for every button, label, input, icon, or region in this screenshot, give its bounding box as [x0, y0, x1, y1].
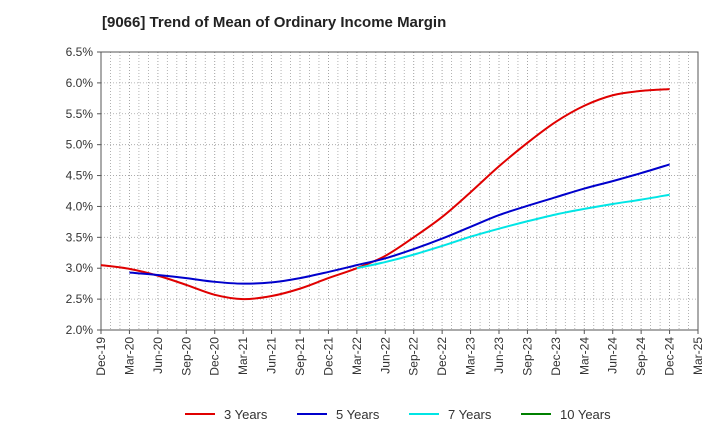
x-tick-label: Dec-20 — [208, 337, 222, 376]
legend-label-5-years: 5 Years — [336, 407, 380, 422]
legend: 3 Years 5 Years 7 Years 10 Years — [185, 407, 611, 422]
axis-layer: 2.0% 2.5% 3.0% 3.5% 4.0% 4.5% 5.0% 5.5% 6.0% 6.5%… — [66, 45, 705, 376]
plot-area — [101, 52, 698, 330]
x-tick-label: Jun-22 — [378, 337, 392, 374]
x-tick-label: Dec-21 — [321, 337, 335, 376]
y-tick-label: 3.5% — [66, 230, 94, 244]
x-tick-label: Mar-22 — [350, 337, 364, 375]
legend-label-3-years: 3 Years — [224, 407, 268, 422]
y-tick-label: 6.5% — [66, 45, 94, 59]
grid-layer — [101, 52, 698, 330]
x-tick-label: Jun-21 — [265, 337, 279, 374]
x-tick-label: Mar-21 — [236, 337, 250, 375]
x-tick-label: Jun-24 — [606, 337, 620, 374]
y-tick-label: 6.0% — [66, 76, 94, 90]
series-layer — [100, 88, 670, 301]
legend-label-10-years: 10 Years — [560, 407, 611, 422]
y-tick-label: 2.0% — [66, 323, 94, 337]
x-tick-label: Dec-24 — [663, 337, 677, 376]
y-tick-label: 4.0% — [66, 199, 94, 213]
x-tick-label: Mar-23 — [464, 337, 478, 375]
y-tick-label: 5.0% — [66, 138, 94, 152]
series-line-3-years — [100, 88, 670, 301]
x-tick-label: Mar-20 — [122, 337, 136, 375]
x-tick-label: Mar-24 — [577, 337, 591, 375]
series-line-5-years — [129, 163, 670, 285]
x-tick-label: Jun-20 — [151, 337, 165, 374]
x-tick-label: Sep-24 — [634, 337, 648, 376]
x-tick-label: Sep-20 — [179, 337, 193, 376]
plot-border — [100, 51, 699, 331]
x-tick-label: Dec-23 — [549, 337, 563, 376]
x-tick-label: Dec-22 — [435, 337, 449, 376]
y-tick-label: 4.5% — [66, 169, 94, 183]
chart-title: [9066] Trend of Mean of Ordinary Income … — [102, 14, 447, 31]
y-tick-label: 5.5% — [66, 107, 94, 121]
x-tick-label: Sep-23 — [520, 337, 534, 376]
legend-label-7-years: 7 Years — [448, 407, 492, 422]
y-tick-label: 2.5% — [66, 292, 94, 306]
x-tick-label: Mar-25 — [691, 337, 705, 375]
x-tick-label: Sep-21 — [293, 337, 307, 376]
x-tick-label: Dec-19 — [94, 337, 108, 376]
y-tick-label: 3.0% — [66, 261, 94, 275]
x-tick-label: Jun-23 — [492, 337, 506, 374]
x-tick-label: Sep-22 — [407, 337, 421, 376]
series-line-7-years — [356, 193, 670, 270]
